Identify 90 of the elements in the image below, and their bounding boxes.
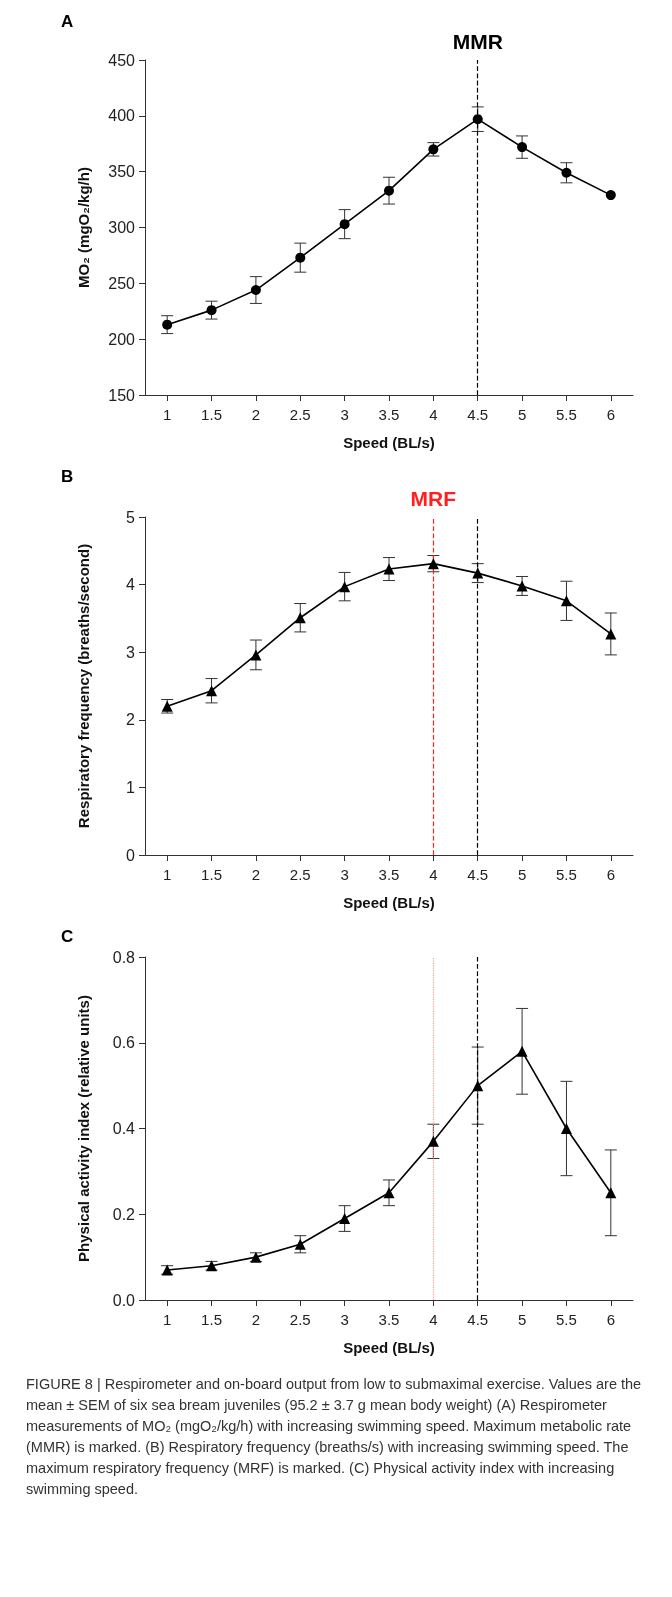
point (206, 685, 218, 697)
y-tick-label: 400 (108, 107, 136, 125)
x-tick-label: 3.5 (378, 406, 400, 423)
y-tick-label: 0.0 (112, 1291, 136, 1309)
y-tick-label: 300 (108, 219, 136, 236)
x-tick-label: 1 (163, 866, 172, 883)
x-tick-label: 5 (517, 866, 527, 883)
point (384, 185, 394, 196)
y-tick-label: 200 (108, 330, 136, 348)
point (516, 580, 528, 592)
point (339, 219, 350, 230)
x-tick-label: 3 (340, 406, 349, 423)
x-tick-label: 5.5 (556, 406, 577, 423)
y-tick-label: 150 (108, 386, 136, 404)
x-tick-label: 5 (517, 1311, 527, 1328)
chart-title: C (61, 927, 74, 946)
y-tick-label: 1 (126, 778, 136, 796)
point (605, 1187, 617, 1199)
point (294, 1238, 306, 1250)
x-tick-label: 3 (340, 1311, 349, 1328)
chart-title: B (61, 467, 74, 486)
x-tick-label: 4 (429, 866, 438, 883)
y-axis-title: Respiratory frequency (breaths/second) (74, 543, 92, 829)
y-tick-label: 250 (108, 274, 136, 292)
ref-line-label: MRF (410, 487, 457, 510)
x-tick-label: 6 (606, 866, 615, 883)
point (250, 649, 262, 661)
y-tick-label: 0.2 (112, 1205, 136, 1223)
point (560, 595, 572, 607)
y-axis-title: Physical activity index (relative units) (74, 995, 92, 1262)
x-tick-label: 2.5 (289, 1311, 311, 1328)
x-tick-label: 3 (340, 866, 349, 883)
x-tick-label: 2 (251, 406, 261, 423)
y-tick-label: 350 (108, 163, 136, 181)
point (383, 563, 395, 575)
point (295, 252, 306, 263)
y-tick-label: 2 (126, 711, 136, 729)
x-tick-label: 1.5 (201, 406, 222, 423)
point (472, 114, 483, 125)
point (339, 581, 351, 593)
x-tick-label: 1 (163, 406, 172, 423)
point (250, 285, 261, 296)
x-tick-label: 4.5 (467, 1311, 489, 1328)
y-tick-label: 0 (126, 846, 136, 864)
x-tick-label: 5 (517, 406, 527, 423)
x-tick-label: 2 (251, 866, 261, 883)
x-tick-label: 3.5 (378, 1311, 400, 1328)
caption: FIGURE 8 | Respirometer and on-board output from low to submaximal exercise. Values are the mean ± SEM of six sea bream juveniles (95.2 ± 3.7 g mean body weight) (A) Respirometer measurements of MO₂ (mgO₂/kg/h) with increasing swimming speed. Maximum metabolic rate (MMR) is marked. (B) Respiratory frequency (breaths/s) with increasing swimming speed. The maximum respiratory frequency (MRF) is marked. (C) Physical activity index with increasing swimming speed. (26, 1375, 643, 1500)
x-tick-label: 5.5 (556, 1311, 577, 1328)
y-tick-label: 0.8 (112, 948, 136, 966)
y-tick-label: 0.4 (112, 1120, 136, 1137)
ref-line-label: MMR (452, 30, 503, 53)
x-tick-label: 1.5 (201, 866, 222, 883)
point (162, 319, 173, 330)
y-tick-label: 3 (126, 643, 136, 661)
x-tick-label: 5.5 (556, 866, 577, 883)
x-tick-label: 4 (429, 1311, 438, 1328)
point (206, 305, 217, 316)
y-tick-label: 4 (126, 576, 136, 594)
x-tick-label: 4.5 (467, 866, 489, 883)
x-tick-label: 4.5 (467, 406, 489, 423)
chart-title: A (61, 12, 74, 31)
point (517, 142, 528, 153)
point (560, 1123, 572, 1134)
point (472, 1080, 484, 1092)
x-tick-label: 6 (606, 406, 615, 423)
point (339, 1213, 351, 1225)
x-axis-title: Speed (BL/s) (343, 894, 435, 911)
y-tick-label: 0.6 (112, 1034, 136, 1052)
point (605, 628, 617, 640)
x-axis-title: Speed (BL/s) (343, 1339, 435, 1356)
y-tick-label: 450 (108, 51, 136, 69)
x-tick-label: 1 (163, 1311, 172, 1328)
y-axis-title: MO₂ (mgO₂/kg/h) (74, 167, 92, 288)
x-tick-label: 4 (429, 406, 438, 423)
point (294, 612, 306, 624)
point (383, 1187, 395, 1199)
x-axis-title: Speed (BL/s) (343, 434, 435, 451)
point (605, 190, 616, 201)
x-tick-label: 1.5 (201, 1311, 222, 1328)
y-tick-label: 5 (126, 508, 136, 526)
x-tick-label: 3.5 (378, 866, 400, 883)
point (427, 1135, 439, 1147)
point (472, 567, 484, 579)
point (516, 1045, 528, 1057)
point (561, 167, 572, 178)
x-tick-label: 2.5 (289, 866, 311, 883)
x-tick-label: 2.5 (289, 406, 311, 423)
x-tick-label: 6 (606, 1311, 615, 1328)
x-tick-label: 2 (251, 1311, 261, 1328)
